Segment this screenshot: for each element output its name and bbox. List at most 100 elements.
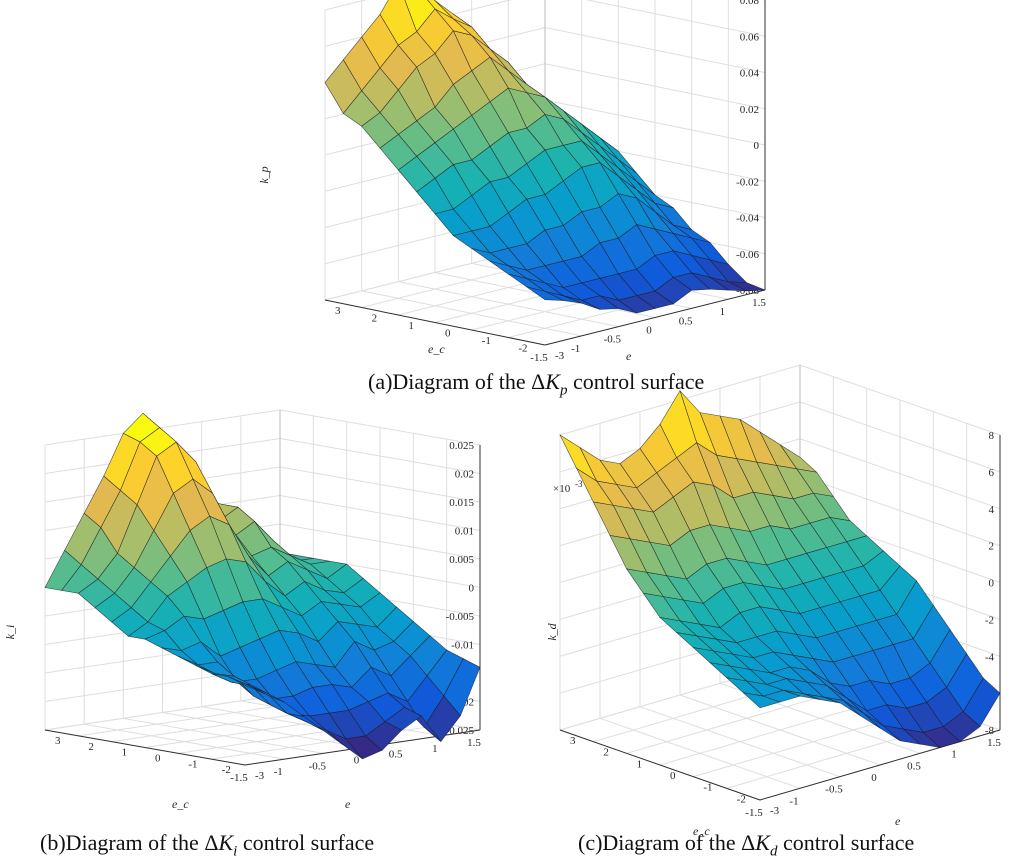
y-tick-label: -1 xyxy=(188,758,197,770)
z-tick-label: -0.04 xyxy=(736,213,759,225)
y-tick-label: 3 xyxy=(55,735,61,747)
z-tick-label: -2 xyxy=(985,614,994,626)
plot-c-layer: -8-6-4-202468-1.5-1-0.500.511.5-3-2-1012… xyxy=(545,364,1001,838)
y-tick-label: 0 xyxy=(670,770,676,782)
y-axis-label: e xyxy=(895,814,901,828)
x-tick-label: 1.5 xyxy=(467,737,481,749)
floor-grid-line xyxy=(639,706,841,778)
y-axis-line xyxy=(559,729,761,801)
z-tick-label: 0.04 xyxy=(740,68,760,80)
floor-grid-line xyxy=(599,717,801,789)
caption-c: (c)Diagram of the ΔKd control surface xyxy=(578,830,915,860)
panel-2-surface xyxy=(559,390,1001,748)
x-tick-label: -1.5 xyxy=(230,772,248,784)
floor-grid-line xyxy=(162,712,363,748)
y-tick-label: 3 xyxy=(570,735,576,747)
y-axis-line xyxy=(324,299,546,346)
z-tick-label: 0.06 xyxy=(740,31,760,43)
x-axis-label: e_c xyxy=(172,797,189,811)
z-tick-label: -0.06 xyxy=(736,249,759,261)
panel-0-surface xyxy=(324,0,766,314)
floor-grid-line xyxy=(679,694,881,766)
x-tick-label: -1 xyxy=(274,766,283,778)
x-tick-label: 1 xyxy=(951,749,957,761)
z-tick-label: -0.005 xyxy=(446,611,475,623)
z-tick-label: 4 xyxy=(989,504,995,516)
z-tick-label: -8 xyxy=(985,725,995,737)
z-axis-label: k_p xyxy=(257,166,271,183)
z-tick-label: 2 xyxy=(989,541,995,553)
z-grid-line xyxy=(44,409,481,446)
z-tick-label: 8 xyxy=(989,430,995,442)
y-axis-line xyxy=(44,729,246,766)
y-tick-label: -3 xyxy=(555,350,565,362)
y-tick-label: 2 xyxy=(88,741,94,753)
y-tick-label: 1 xyxy=(122,747,128,759)
y-tick-label: -3 xyxy=(770,805,780,817)
surface-patch xyxy=(742,692,781,709)
x-tick-label: -1 xyxy=(571,343,580,355)
floor-grid-line xyxy=(361,290,582,337)
z-tick-label: -4 xyxy=(985,651,995,663)
z-tick-label: 0.08 xyxy=(740,0,760,7)
y-tick-label: -1 xyxy=(703,782,712,794)
x-tick-label: 0.5 xyxy=(907,760,921,772)
x-axis-label: e_c xyxy=(693,824,710,838)
x-tick-label: 1.5 xyxy=(987,737,1001,749)
z-tick-label: 0.005 xyxy=(449,554,474,566)
floor-grid-line xyxy=(398,281,619,328)
y-tick-label: 2 xyxy=(603,747,609,759)
z-tick-label: 0.025 xyxy=(449,440,474,452)
z-tick-label: -0.01 xyxy=(451,640,474,652)
z-tick-label: 0.015 xyxy=(449,497,474,509)
x-tick-label: -0.5 xyxy=(309,760,327,772)
x-tick-label: 0.5 xyxy=(389,749,403,761)
z-multiplier-exponent: -3 xyxy=(575,479,583,489)
y-axis-label: e xyxy=(626,349,632,363)
x-axis-line xyxy=(759,729,1001,801)
z-tick-label: 0.01 xyxy=(455,526,474,538)
caption-b: (b)Diagram of the ΔKi control surface xyxy=(40,830,375,860)
y-tick-label: 2 xyxy=(372,313,378,325)
x-tick-label: 1.5 xyxy=(752,297,766,309)
x-tick-label: -1 xyxy=(789,795,798,807)
z-multiplier-label: ×10 xyxy=(553,483,571,495)
x-tick-label: -0.5 xyxy=(604,334,622,346)
x-axis-label: e_c xyxy=(428,342,445,356)
y-tick-label: 3 xyxy=(335,305,341,317)
y-tick-label: -1 xyxy=(482,335,491,347)
panel-1-axes: -0.025-0.02-0.015-0.01-0.00500.0050.010.… xyxy=(3,440,481,811)
floor-grid-line xyxy=(123,717,324,754)
x-tick-label: 0 xyxy=(354,755,360,767)
plot-a-layer: -0.08-0.06-0.04-0.0200.020.040.060.08-1.… xyxy=(257,0,766,364)
x-tick-label: 0 xyxy=(871,772,877,784)
surface-patch xyxy=(228,676,265,694)
y-tick-label: 1 xyxy=(637,758,643,770)
z-tick-label: 0.02 xyxy=(740,104,759,116)
panel-1-surface xyxy=(44,412,481,760)
y-tick-label: -2 xyxy=(222,764,231,776)
z-axis-label: k_d xyxy=(545,622,559,640)
y-axis-label: e xyxy=(345,797,351,811)
floor-grid-line xyxy=(84,723,285,760)
y-tick-label: 0 xyxy=(155,753,161,765)
y-tick-label: 1 xyxy=(408,320,414,332)
x-tick-label: 1 xyxy=(432,743,438,755)
z-tick-label: 0 xyxy=(754,140,760,152)
x-tick-label: 0 xyxy=(646,325,652,337)
z-tick-label: -0.02 xyxy=(736,176,759,188)
x-tick-label: -1.5 xyxy=(745,807,763,819)
surface-patch xyxy=(526,286,564,301)
y-tick-label: -3 xyxy=(255,770,265,782)
y-tick-label: -2 xyxy=(518,343,527,355)
x-tick-label: 1 xyxy=(720,306,726,318)
x-tick-label: -0.5 xyxy=(825,784,843,796)
x-axis-line xyxy=(544,289,766,346)
x-tick-label: 0.5 xyxy=(679,315,693,327)
y-tick-label: 0 xyxy=(445,328,451,340)
z-tick-label: 0 xyxy=(469,583,475,595)
x-tick-label: -1.5 xyxy=(530,352,548,364)
plot-b-layer: -0.025-0.02-0.015-0.01-0.00500.0050.010.… xyxy=(3,409,481,811)
z-axis-label: k_i xyxy=(3,625,17,640)
